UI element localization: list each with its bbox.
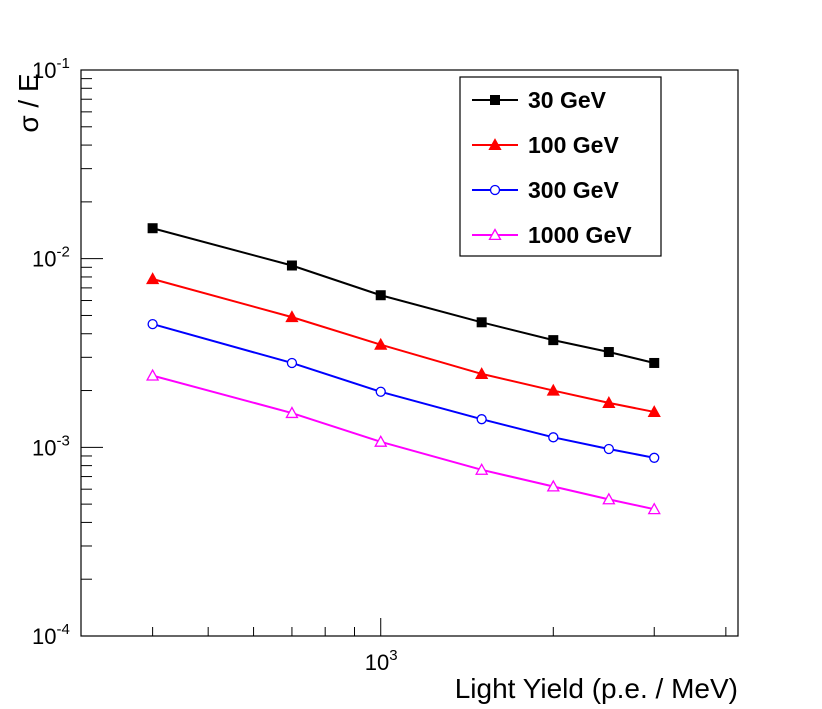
- y-axis-label: σ / E: [13, 73, 44, 132]
- svg-text:103: 103: [365, 647, 398, 675]
- svg-text:10-3: 10-3: [32, 432, 70, 460]
- data-point: [286, 260, 297, 271]
- data-point: [476, 414, 487, 425]
- legend-item: 300 GeV: [472, 177, 619, 203]
- data-point: [548, 432, 559, 443]
- series-1000-gev: [146, 368, 661, 515]
- data-point: [286, 357, 298, 369]
- data-point: [603, 443, 614, 455]
- data-point: [548, 335, 559, 346]
- data-point: [546, 479, 560, 492]
- x-tick-exponent: 3: [389, 647, 397, 664]
- series-100-gev: [146, 272, 661, 418]
- legend-item: 1000 GeV: [472, 222, 632, 248]
- data-point: [285, 310, 299, 323]
- data-point: [647, 502, 661, 515]
- data-point: [147, 318, 158, 330]
- x-tick-label: 103: [365, 647, 398, 675]
- series-300-gev: [147, 318, 660, 463]
- y-tick-exponent: -2: [56, 244, 69, 261]
- legend-label: 1000 GeV: [528, 222, 632, 248]
- y-tick-exponent: -4: [56, 621, 69, 638]
- y-tick-exponent: -1: [56, 55, 69, 72]
- legend-label: 30 GeV: [528, 87, 607, 113]
- y-tick-base: 10: [32, 58, 56, 83]
- x-tick-base: 10: [365, 650, 389, 675]
- plot-frame: [80, 69, 739, 637]
- data-point: [374, 337, 388, 350]
- legend-box: [459, 76, 662, 257]
- legend-marker: [488, 138, 502, 151]
- legend-label: 100 GeV: [528, 132, 619, 158]
- y-tick-label: 10-3: [32, 432, 70, 460]
- svg-text:10-2: 10-2: [32, 244, 70, 272]
- data-point: [146, 272, 160, 285]
- data-point: [475, 462, 489, 475]
- data-point: [285, 406, 299, 419]
- svg-text:10-4: 10-4: [32, 621, 70, 649]
- legend-marker: [488, 228, 502, 241]
- y-tick-base: 10: [32, 624, 56, 649]
- data-point: [602, 492, 616, 505]
- legend-item: 100 GeV: [472, 132, 619, 158]
- data-point: [649, 452, 660, 463]
- data-point: [375, 386, 386, 397]
- legend-item: 30 GeV: [472, 87, 607, 113]
- y-tick-exponent: -3: [56, 432, 69, 449]
- x-axis-label: Light Yield (p.e. / MeV): [455, 673, 738, 704]
- data-point: [647, 405, 661, 418]
- data-point: [602, 396, 616, 408]
- y-tick-label: 10-2: [32, 244, 70, 272]
- y-tick-base: 10: [32, 247, 56, 272]
- y-tick-base: 10: [32, 435, 56, 460]
- data-point: [476, 317, 487, 328]
- y-tick-label: 10-4: [32, 621, 70, 649]
- data-point: [475, 367, 489, 379]
- legend-label: 300 GeV: [528, 177, 619, 203]
- data-point: [546, 383, 560, 396]
- data-point: [375, 290, 386, 301]
- legend-marker: [490, 95, 500, 105]
- series-30-gev: [147, 223, 660, 368]
- data-point: [374, 434, 388, 447]
- data-point: [146, 368, 160, 381]
- legend-marker: [489, 184, 501, 196]
- svg-text:10-1: 10-1: [32, 55, 70, 83]
- y-tick-label: 10-1: [32, 55, 70, 83]
- data-point: [649, 357, 660, 368]
- data-point: [603, 347, 614, 358]
- legend: 30 GeV 100 GeV 300 GeV 1000 GeV: [459, 76, 662, 257]
- data-point: [147, 223, 158, 234]
